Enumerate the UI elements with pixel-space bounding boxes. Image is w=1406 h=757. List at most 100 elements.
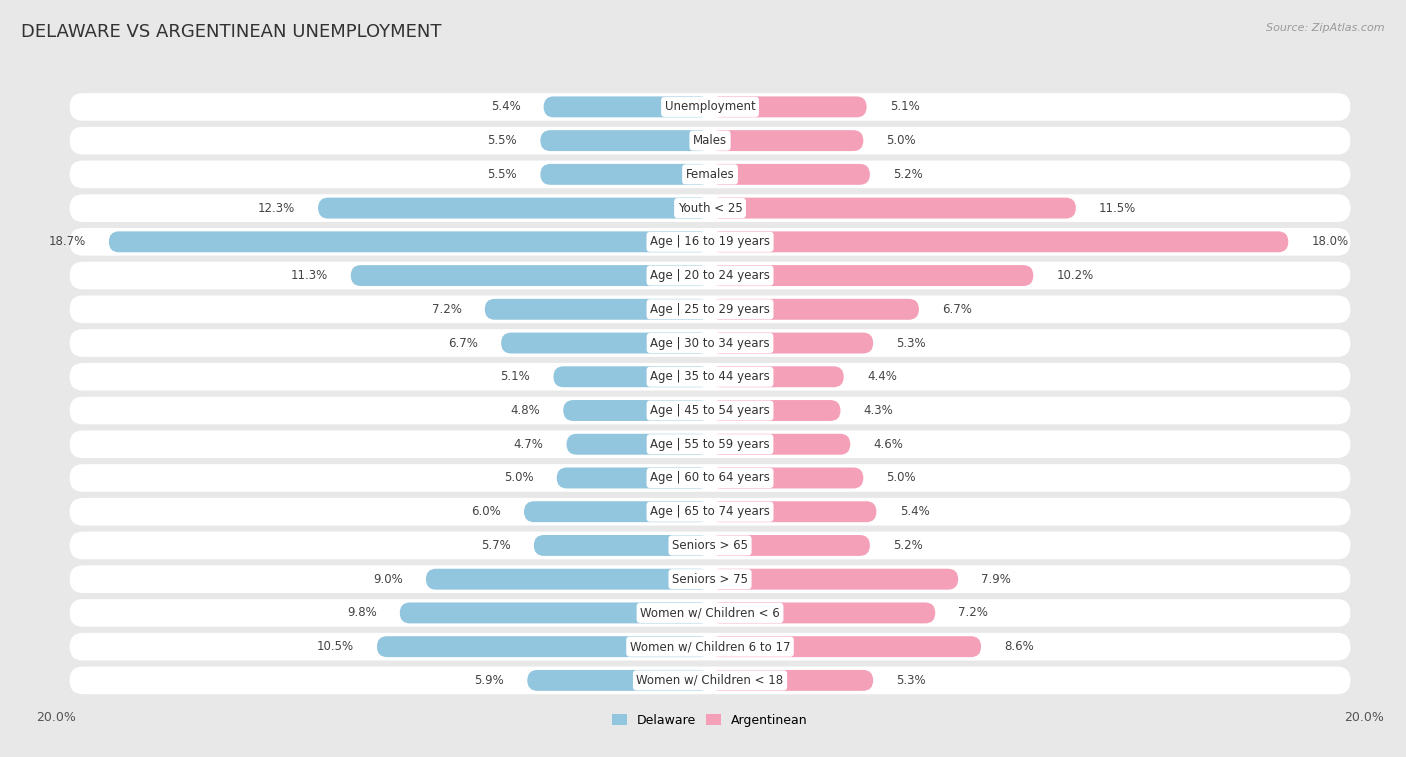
FancyBboxPatch shape [70,126,1350,154]
Text: 7.9%: 7.9% [981,573,1011,586]
FancyBboxPatch shape [527,670,710,691]
FancyBboxPatch shape [710,164,870,185]
Text: 4.7%: 4.7% [513,438,543,450]
Text: 5.4%: 5.4% [491,101,520,114]
FancyBboxPatch shape [564,400,710,421]
Text: 7.2%: 7.2% [959,606,988,619]
FancyBboxPatch shape [710,232,1288,252]
Text: 4.6%: 4.6% [873,438,903,450]
Text: 5.5%: 5.5% [488,134,517,147]
FancyBboxPatch shape [710,501,876,522]
FancyBboxPatch shape [70,262,1350,289]
FancyBboxPatch shape [70,531,1350,559]
FancyBboxPatch shape [70,228,1350,256]
FancyBboxPatch shape [567,434,710,455]
Text: Age | 55 to 59 years: Age | 55 to 59 years [650,438,770,450]
FancyBboxPatch shape [377,636,710,657]
FancyBboxPatch shape [710,96,866,117]
FancyBboxPatch shape [710,636,981,657]
Text: 5.4%: 5.4% [900,505,929,519]
Text: Seniors > 65: Seniors > 65 [672,539,748,552]
FancyBboxPatch shape [70,565,1350,593]
FancyBboxPatch shape [70,195,1350,222]
Text: 5.7%: 5.7% [481,539,510,552]
FancyBboxPatch shape [70,633,1350,661]
Text: Age | 35 to 44 years: Age | 35 to 44 years [650,370,770,383]
Text: 5.9%: 5.9% [474,674,505,687]
Text: 5.5%: 5.5% [488,168,517,181]
Text: 5.0%: 5.0% [503,472,533,484]
Text: 5.0%: 5.0% [887,134,917,147]
FancyBboxPatch shape [710,265,1033,286]
FancyBboxPatch shape [534,535,710,556]
Text: Source: ZipAtlas.com: Source: ZipAtlas.com [1267,23,1385,33]
Text: Females: Females [686,168,734,181]
FancyBboxPatch shape [350,265,710,286]
FancyBboxPatch shape [557,468,710,488]
Text: Youth < 25: Youth < 25 [678,201,742,214]
FancyBboxPatch shape [540,130,710,151]
FancyBboxPatch shape [70,464,1350,492]
Text: 9.0%: 9.0% [373,573,402,586]
Text: Seniors > 75: Seniors > 75 [672,573,748,586]
Text: 5.1%: 5.1% [890,101,920,114]
FancyBboxPatch shape [70,93,1350,120]
Text: 9.8%: 9.8% [347,606,377,619]
FancyBboxPatch shape [524,501,710,522]
FancyBboxPatch shape [501,332,710,354]
Text: 5.2%: 5.2% [893,539,922,552]
Legend: Delaware, Argentinean: Delaware, Argentinean [607,709,813,732]
FancyBboxPatch shape [710,299,920,319]
Text: 5.0%: 5.0% [887,472,917,484]
FancyBboxPatch shape [70,397,1350,425]
FancyBboxPatch shape [710,198,1076,219]
FancyBboxPatch shape [710,130,863,151]
FancyBboxPatch shape [426,569,710,590]
Text: 11.3%: 11.3% [290,269,328,282]
FancyBboxPatch shape [710,332,873,354]
Text: 10.2%: 10.2% [1056,269,1094,282]
Text: 10.5%: 10.5% [316,640,354,653]
Text: DELAWARE VS ARGENTINEAN UNEMPLOYMENT: DELAWARE VS ARGENTINEAN UNEMPLOYMENT [21,23,441,41]
Text: Age | 20 to 24 years: Age | 20 to 24 years [650,269,770,282]
Text: Age | 30 to 34 years: Age | 30 to 34 years [650,337,770,350]
FancyBboxPatch shape [70,160,1350,188]
FancyBboxPatch shape [710,468,863,488]
FancyBboxPatch shape [70,431,1350,458]
Text: 5.2%: 5.2% [893,168,922,181]
Text: 5.3%: 5.3% [897,337,927,350]
FancyBboxPatch shape [70,498,1350,525]
FancyBboxPatch shape [70,667,1350,694]
Text: 7.2%: 7.2% [432,303,461,316]
Text: 5.1%: 5.1% [501,370,530,383]
Text: Women w/ Children 6 to 17: Women w/ Children 6 to 17 [630,640,790,653]
FancyBboxPatch shape [710,535,870,556]
FancyBboxPatch shape [318,198,710,219]
FancyBboxPatch shape [544,96,710,117]
FancyBboxPatch shape [554,366,710,388]
Text: Women w/ Children < 6: Women w/ Children < 6 [640,606,780,619]
Text: Women w/ Children < 18: Women w/ Children < 18 [637,674,783,687]
FancyBboxPatch shape [485,299,710,319]
FancyBboxPatch shape [540,164,710,185]
Text: Age | 16 to 19 years: Age | 16 to 19 years [650,235,770,248]
FancyBboxPatch shape [710,366,844,388]
Text: 6.7%: 6.7% [449,337,478,350]
FancyBboxPatch shape [710,434,851,455]
FancyBboxPatch shape [710,670,873,691]
FancyBboxPatch shape [710,603,935,623]
FancyBboxPatch shape [70,295,1350,323]
Text: Males: Males [693,134,727,147]
FancyBboxPatch shape [70,363,1350,391]
FancyBboxPatch shape [399,603,710,623]
Text: 11.5%: 11.5% [1099,201,1136,214]
Text: 4.8%: 4.8% [510,404,540,417]
Text: 6.0%: 6.0% [471,505,501,519]
FancyBboxPatch shape [710,569,957,590]
Text: 18.7%: 18.7% [48,235,86,248]
FancyBboxPatch shape [710,400,841,421]
FancyBboxPatch shape [70,599,1350,627]
Text: Age | 65 to 74 years: Age | 65 to 74 years [650,505,770,519]
FancyBboxPatch shape [70,329,1350,357]
Text: 4.4%: 4.4% [868,370,897,383]
